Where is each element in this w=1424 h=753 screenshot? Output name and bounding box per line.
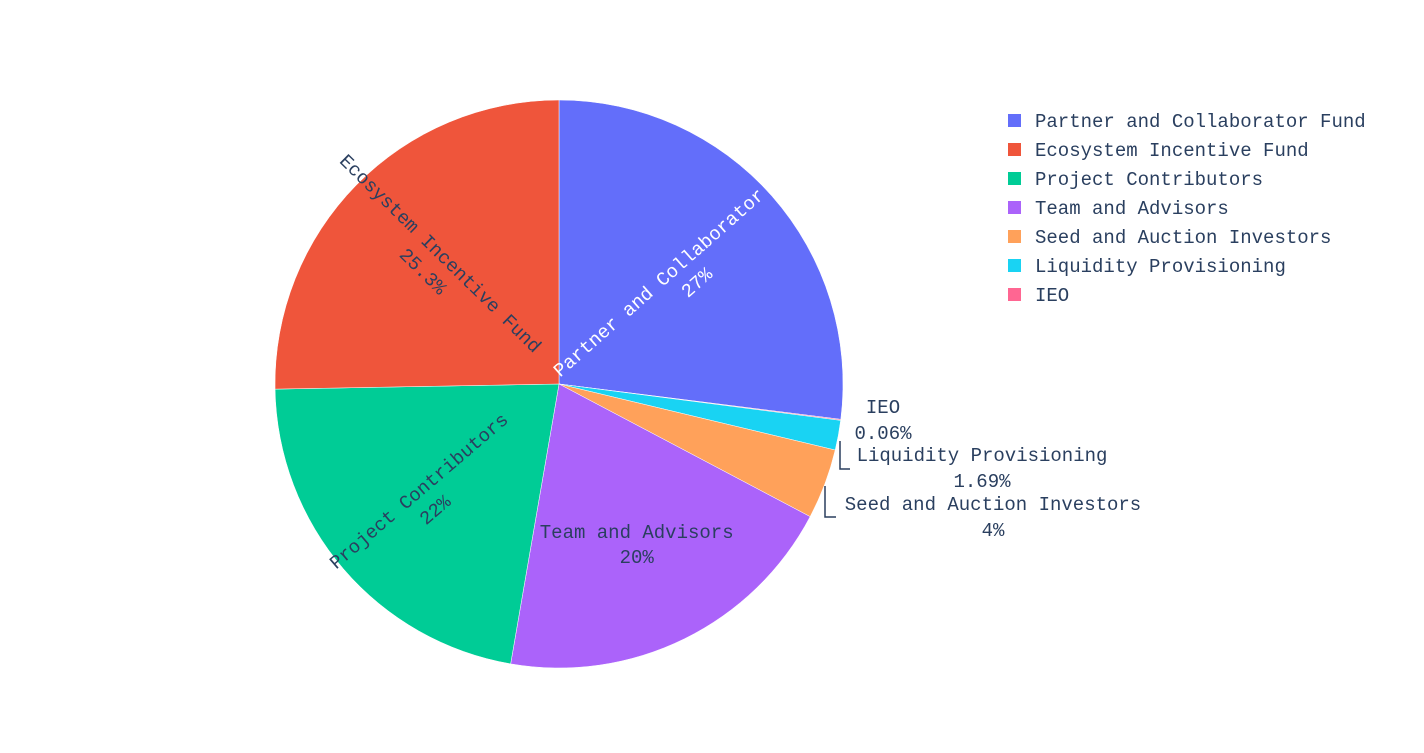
slice-label-team-and-advisors: Team and Advisors xyxy=(540,522,734,544)
pie-slice-team-and-advisors[interactable] xyxy=(510,383,811,669)
pie-slices xyxy=(274,99,844,669)
legend-swatch-ieo xyxy=(1008,288,1021,301)
legend-swatch-ecosystem-incentive-fund xyxy=(1008,143,1021,156)
pie-slice-partner-and-collaborator-fund[interactable] xyxy=(558,99,844,420)
legend-swatch-team-and-advisors xyxy=(1008,201,1021,214)
legend-item-ecosystem-incentive-fund[interactable]: Ecosystem Incentive Fund xyxy=(1008,140,1309,162)
slice-label-liquidity-provisioning: Liquidity Provisioning xyxy=(857,445,1108,467)
pie-slice-project-contributors[interactable] xyxy=(274,383,560,665)
slice-percent-liquidity-provisioning: 1.69% xyxy=(953,471,1011,493)
leader-line-liquidity-provisioning xyxy=(839,441,850,470)
legend-label-ecosystem-incentive-fund: Ecosystem Incentive Fund xyxy=(1035,140,1309,162)
slice-percent-seed-and-auction-investors: 4% xyxy=(982,520,1005,542)
legend-item-liquidity-provisioning[interactable]: Liquidity Provisioning xyxy=(1008,256,1286,278)
legend-item-ieo[interactable]: IEO xyxy=(1008,285,1069,307)
legend: Partner and Collaborator Fund Ecosystem I… xyxy=(1008,111,1366,307)
slice-percent-team-and-advisors: 20% xyxy=(620,547,655,569)
slice-percent-ieo: 0.06% xyxy=(854,423,912,445)
legend-label-project-contributors: Project Contributors xyxy=(1035,169,1263,191)
legend-label-seed-and-auction-investors: Seed and Auction Investors xyxy=(1035,227,1331,249)
legend-swatch-seed-and-auction-investors xyxy=(1008,230,1021,243)
legend-label-ieo: IEO xyxy=(1035,285,1069,307)
legend-item-partner-and-collaborator-fund[interactable]: Partner and Collaborator Fund xyxy=(1008,111,1366,133)
legend-label-liquidity-provisioning: Liquidity Provisioning xyxy=(1035,256,1286,278)
slice-label-seed-and-auction-investors: Seed and Auction Investors xyxy=(845,494,1141,516)
legend-swatch-liquidity-provisioning xyxy=(1008,259,1021,272)
pie-slice-ecosystem-incentive-fund[interactable] xyxy=(274,99,560,390)
leader-line-seed-and-auction-investors xyxy=(824,486,836,518)
legend-label-team-and-advisors: Team and Advisors xyxy=(1035,198,1229,220)
legend-item-team-and-advisors[interactable]: Team and Advisors xyxy=(1008,198,1229,220)
legend-item-project-contributors[interactable]: Project Contributors xyxy=(1008,169,1263,191)
legend-swatch-partner-and-collaborator-fund xyxy=(1008,114,1021,127)
legend-label-partner-and-collaborator-fund: Partner and Collaborator Fund xyxy=(1035,111,1366,133)
legend-swatch-project-contributors xyxy=(1008,172,1021,185)
slice-label-ieo: IEO xyxy=(866,397,900,419)
legend-item-seed-and-auction-investors[interactable]: Seed and Auction Investors xyxy=(1008,227,1331,249)
